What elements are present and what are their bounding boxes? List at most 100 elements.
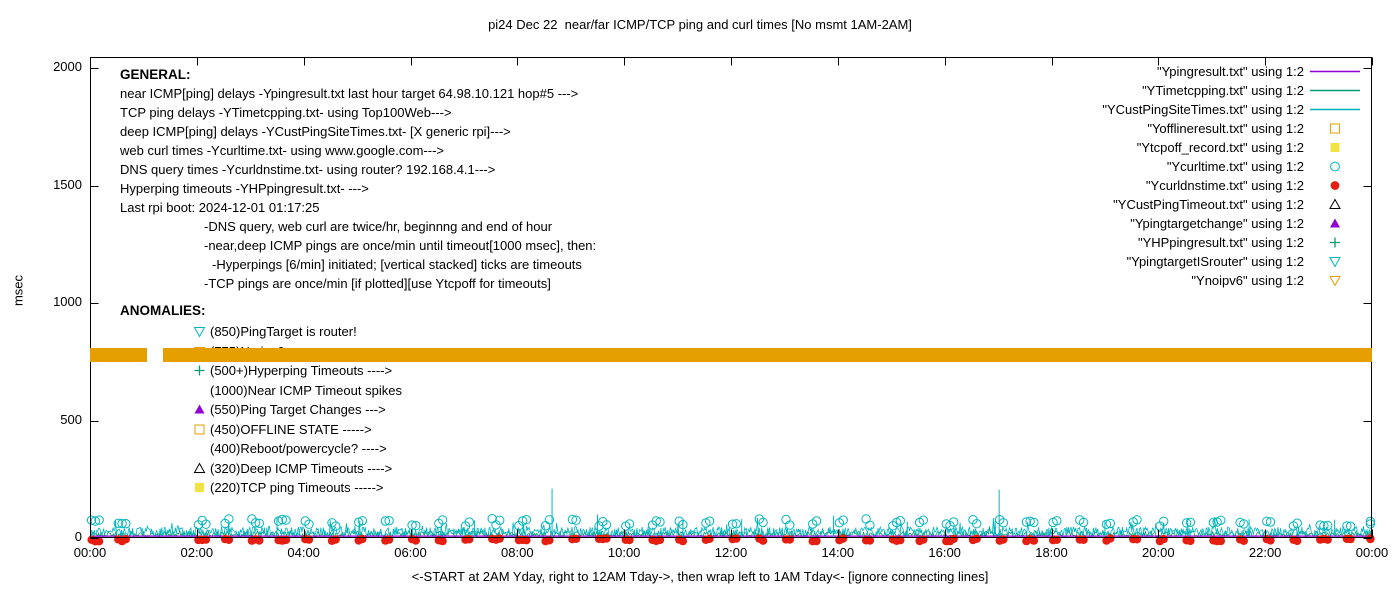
legend-item-label: "YCustPingTimeout.txt" using 1:2 (1113, 197, 1304, 212)
general-line: near ICMP[ping] delays -Ypingresult.txt … (120, 86, 579, 101)
anomaly-item-label: (320)Deep ICMP Timeouts ----> (210, 460, 393, 476)
anomaly-item: (850)PingTarget is router! (192, 322, 402, 342)
legend-item-label: "YpingtargetISrouter" using 1:2 (1126, 254, 1304, 269)
x-tick-label: 10:00 (607, 545, 641, 560)
general-note: -near,deep ICMP pings are once/min until… (204, 238, 597, 253)
plot-area: GENERAL: near ICMP[ping] delays -Ypingre… (86, 57, 1376, 546)
legend-item-label: "YCustPingSiteTimes.txt" using 1:2 (1102, 102, 1304, 117)
x-tick-label: 20:00 (1142, 545, 1175, 560)
anomaly-item: (400)Reboot/powercycle? ----> (192, 439, 402, 459)
y-tick-label: 0 (74, 529, 82, 544)
anomaly-item-label: (220)TCP ping Timeouts -----> (210, 480, 384, 496)
anomaly-item: (1000)Near ICMP Timeout spikes (192, 381, 402, 401)
legend-marker-cell (1304, 216, 1366, 231)
legend-item: "YpingtargetISrouter" using 1:2 (1102, 252, 1366, 271)
legend-item: "Ycurldnstime.txt" using 1:2 (1102, 176, 1366, 195)
line-icon (1310, 108, 1360, 111)
legend-marker-cell (1304, 254, 1366, 269)
x-tick-label: 02:00 (180, 545, 214, 560)
x-tick-label: 08:00 (501, 545, 534, 560)
anomalies-heading: ANOMALIES: (120, 303, 206, 318)
anomaly-item: (550)Ping Target Changes ---> (192, 400, 402, 420)
general-line: Last rpi boot: 2024-12-01 01:17:25 (120, 200, 320, 215)
anomaly-item-label: (550)Ping Target Changes ---> (210, 402, 386, 418)
legend-marker-cell (1304, 178, 1366, 193)
general-heading: GENERAL: (120, 67, 191, 82)
legend-item: "Yofflineresult.txt" using 1:2 (1102, 119, 1366, 138)
legend-marker-cell (1304, 121, 1366, 136)
legend-item: "Ycurltime.txt" using 1:2 (1102, 157, 1366, 176)
x-tick-label: 00:00 (1355, 545, 1389, 560)
square-filled-icon (1330, 143, 1340, 152)
triangle-down-open-icon (1329, 276, 1341, 287)
legend-marker-cell (1304, 235, 1366, 250)
legend-item-label: "Yofflineresult.txt" using 1:2 (1147, 121, 1304, 136)
legend-item-label: "YHPpingresult.txt" using 1:2 (1137, 235, 1304, 250)
anomaly-marker (192, 402, 210, 417)
legend-marker-cell (1304, 102, 1366, 117)
x-tick-label: 04:00 (287, 545, 320, 560)
anomaly-marker (192, 422, 210, 437)
x-tick-label: 12:00 (714, 545, 748, 560)
legend-item-label: "Ycurldnstime.txt" using 1:2 (1145, 178, 1304, 193)
legend-marker-cell (1304, 159, 1366, 174)
legend-item-label: "Ypingtargetchange" using 1:2 (1130, 216, 1304, 231)
legend-item: "Ytcpoff_record.txt" using 1:2 (1102, 138, 1366, 157)
anomaly-item: (450)OFFLINE STATE -----> (192, 420, 402, 440)
anomaly-item-label: (400)Reboot/powercycle? ----> (210, 441, 387, 457)
general-line: deep ICMP[ping] delays -YCustPingSiteTim… (120, 124, 511, 139)
legend-marker-cell (1304, 140, 1366, 155)
legend-item: "Ypingresult.txt" using 1:2 (1102, 62, 1366, 81)
square-open-icon (1330, 123, 1340, 134)
line-icon (1310, 70, 1360, 73)
general-note: -DNS query, web curl are twice/hr, begin… (204, 219, 553, 234)
legend-item-label: "Ytcpoff_record.txt" using 1:2 (1136, 140, 1304, 155)
general-notes-block: GENERAL: near ICMP[ping] delays -Ypingre… (120, 65, 596, 293)
circle-open-icon (1330, 161, 1340, 172)
legend-item-label: "Ynoipv6" using 1:2 (1191, 273, 1304, 288)
legend-item: "YHPpingresult.txt" using 1:2 (1102, 233, 1366, 252)
legend-marker-cell (1304, 273, 1366, 288)
anomaly-marker (192, 441, 210, 456)
legend-item: "Ypingtargetchange" using 1:2 (1102, 214, 1366, 233)
plot-frame (90, 57, 1373, 539)
anomaly-item: (320)Deep ICMP Timeouts ----> (192, 459, 402, 479)
legend-item: "Ynoipv6" using 1:2 (1102, 271, 1366, 290)
legend-marker-cell (1304, 83, 1366, 98)
anomaly-marker (192, 480, 210, 495)
x-axis-label: <-START at 2AM Yday, right to 12AM Tday-… (411, 569, 989, 584)
x-tick-label: 22:00 (1248, 545, 1282, 560)
anomaly-item-label: (450)OFFLINE STATE -----> (210, 421, 372, 437)
legend-item-label: "Ycurltime.txt" using 1:2 (1166, 159, 1304, 174)
x-tick-label: 14:00 (821, 545, 855, 560)
legend-marker-cell (1304, 64, 1366, 79)
general-note: -Hyperpings [6/min] initiated; [vertical… (212, 257, 582, 272)
chart-title: pi24 Dec 22 near/far ICMP/TCP ping and c… (488, 17, 912, 32)
anomaly-item-label: (500+)Hyperping Timeouts ----> (210, 363, 393, 379)
anomalies-block: ANOMALIES: (850)PingTarget is router!(77… (120, 303, 402, 498)
x-tick-label: 00:00 (73, 545, 107, 560)
triangle-up-filled-icon (1330, 218, 1340, 228)
line-icon (1310, 89, 1360, 92)
general-line: Hyperping timeouts -YHPpingresult.txt- -… (120, 181, 369, 196)
circle-filled-icon (1330, 181, 1340, 190)
general-line: DNS query times -Ycurldnstime.txt- using… (120, 162, 496, 177)
x-tick-label: 18:00 (1035, 545, 1068, 560)
anomaly-item: (500+)Hyperping Timeouts ----> (192, 361, 402, 381)
general-line: web curl times -Ycurltime.txt- using www… (120, 143, 445, 158)
legend-marker-cell (1304, 197, 1366, 212)
legend-item-label: "YTimetcpping.txt" using 1:2 (1142, 83, 1304, 98)
y-axis-label: msec (10, 274, 26, 307)
triangle-down-open-icon (1329, 257, 1341, 268)
y-tick-label: 1000 (53, 294, 82, 309)
anomaly-marker (192, 461, 210, 476)
legend-item: "YCustPingSiteTimes.txt" using 1:2 (1102, 100, 1366, 119)
legend-item: "YTimetcpping.txt" using 1:2 (1102, 81, 1366, 100)
triangle-down-open-icon (193, 327, 206, 338)
triangle-up-open-icon (193, 462, 206, 473)
anomaly-marker (192, 383, 210, 398)
legend-item: "YCustPingTimeout.txt" using 1:2 (1102, 195, 1366, 214)
square-filled-icon (195, 483, 204, 493)
square-open-icon (194, 424, 205, 435)
x-tick-label: 06:00 (394, 545, 427, 560)
